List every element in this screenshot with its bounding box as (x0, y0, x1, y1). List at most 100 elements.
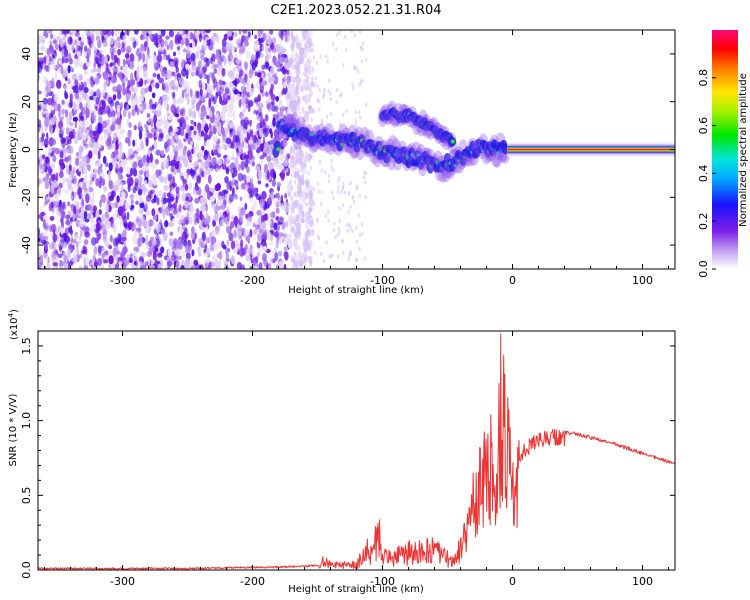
noise-speck (165, 35, 170, 40)
noise-speck (258, 127, 263, 138)
noise-speck (93, 108, 97, 117)
noise-speck (280, 171, 285, 182)
noise-speck (153, 40, 158, 46)
noise-speck (146, 78, 152, 84)
noise-speck (170, 165, 175, 173)
noise-speck (108, 180, 114, 190)
noise-speck (288, 88, 293, 94)
noise-speck (287, 239, 293, 250)
noise-speck (50, 183, 55, 194)
noise-speck (185, 258, 191, 266)
noise-speck (227, 70, 234, 78)
noise-speck (112, 94, 117, 101)
noise-speck (61, 56, 64, 64)
noise-speck (340, 189, 343, 195)
noise-speck (245, 50, 251, 56)
noise-speck (360, 222, 364, 227)
noise-speck (269, 140, 275, 145)
noise-speck (173, 83, 180, 93)
noise-speck (311, 76, 314, 81)
noise-speck (260, 142, 265, 150)
noise-speck (143, 179, 148, 186)
noise-speck (184, 90, 189, 101)
noise-speck (251, 249, 255, 260)
spectrogram-field (38, 30, 675, 269)
noise-speck (303, 96, 308, 105)
noise-speck (166, 138, 172, 146)
noise-speck (38, 148, 41, 155)
noise-speck (198, 79, 202, 89)
noise-speck (320, 168, 323, 173)
noise-speck (233, 33, 237, 39)
noise-speck (305, 235, 309, 240)
noise-speck (84, 171, 88, 181)
noise-speck (328, 173, 331, 179)
noise-speck (294, 256, 298, 261)
noise-speck (227, 40, 234, 47)
noise-speck (65, 164, 70, 174)
noise-speck (283, 159, 289, 167)
noise-speck (48, 165, 52, 176)
noise-speck (342, 185, 345, 190)
noise-speck (69, 228, 74, 236)
noise-speck (293, 192, 296, 197)
noise-speck (353, 33, 357, 38)
noise-speck (226, 196, 229, 204)
noise-speck (349, 250, 352, 255)
noise-speck (63, 263, 69, 269)
noise-speck (140, 157, 146, 166)
noise-speck (120, 190, 126, 200)
noise-speck (305, 202, 309, 207)
noise-speck (83, 87, 89, 93)
noise-speck (244, 202, 248, 211)
noise-speck (188, 182, 193, 190)
noise-speck (159, 133, 164, 139)
noise-speck (39, 33, 43, 40)
noise-speck (315, 60, 319, 66)
noise-speck (145, 136, 149, 147)
noise-speck (47, 97, 53, 106)
noise-speck (38, 248, 42, 258)
noise-speck (249, 191, 253, 199)
noise-speck (126, 204, 132, 209)
noise-speck (185, 63, 190, 69)
noise-speck (260, 221, 267, 231)
noise-speck (159, 65, 163, 73)
noise-speck (135, 177, 138, 183)
noise-speck (102, 88, 106, 97)
noise-speck (65, 109, 68, 118)
noise-speck (261, 191, 267, 200)
noise-speck (297, 168, 300, 173)
noise-speck (161, 227, 166, 235)
noise-speck (142, 101, 146, 109)
noise-speck (279, 153, 285, 162)
noise-speck (49, 124, 52, 133)
noise-speck (151, 198, 156, 204)
noise-speck (59, 150, 64, 159)
noise-speck (330, 165, 333, 170)
noise-speck (154, 101, 158, 108)
noise-speck (65, 220, 71, 226)
noise-speck (185, 38, 190, 47)
noise-speck (288, 192, 291, 197)
noise-speck (94, 56, 99, 64)
noise-speck (115, 184, 120, 192)
noise-speck (129, 53, 135, 63)
noise-speck (63, 243, 67, 249)
noise-speck (134, 153, 138, 159)
noise-speck (196, 175, 201, 183)
noise-speck (351, 195, 355, 200)
noise-speck (228, 232, 234, 242)
noise-speck (72, 244, 75, 251)
noise-speck (157, 103, 162, 113)
snr-xlabel: Height of straight line (km) (288, 584, 424, 595)
noise-speck (354, 118, 357, 123)
noise-speck (307, 194, 311, 201)
noise-speck (151, 92, 156, 99)
noise-speck (92, 191, 95, 198)
noise-speck (270, 101, 274, 106)
noise-speck (269, 66, 275, 75)
noise-speck (274, 231, 279, 238)
